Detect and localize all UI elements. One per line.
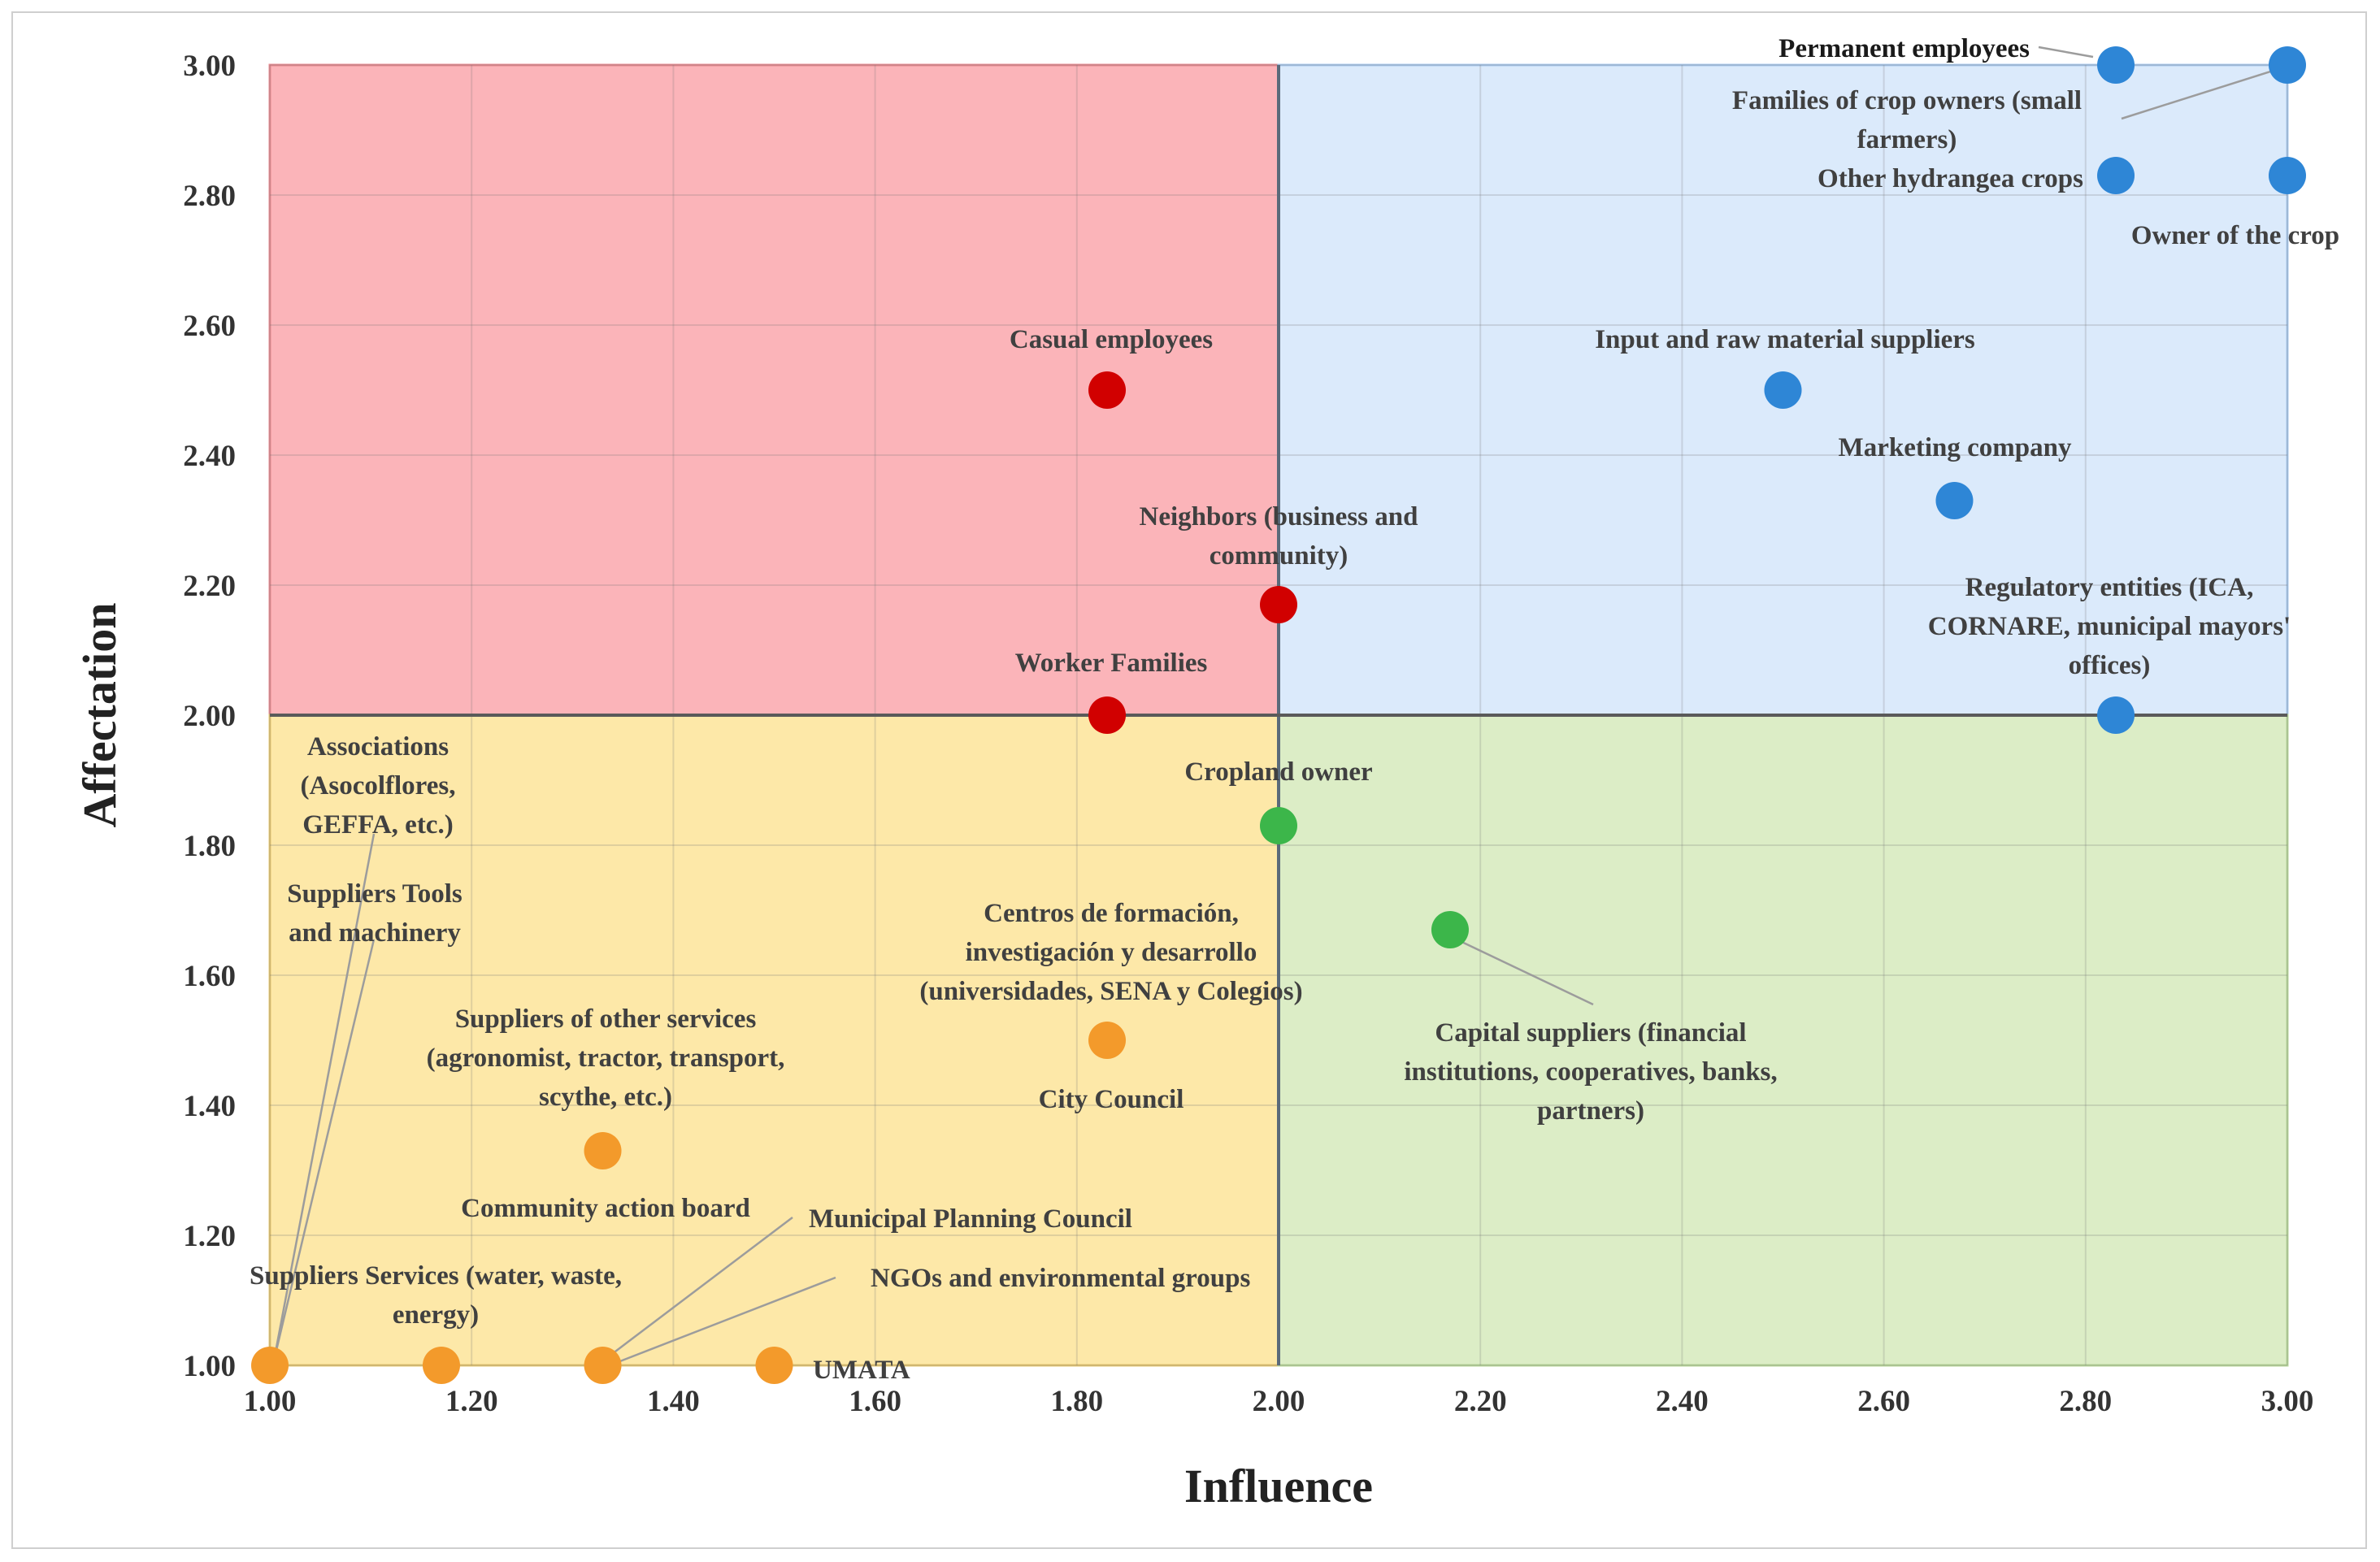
leader-line — [605, 1217, 793, 1360]
point-marker-orange — [422, 1347, 460, 1384]
point-marker-orange — [584, 1132, 622, 1169]
point-marker-orange — [584, 1347, 622, 1384]
point-label: Suppliers of other services (agronomist, … — [427, 1004, 785, 1112]
point-label: Families of crop owners (small farmers) — [1732, 86, 2082, 154]
point-marker-red — [1260, 586, 1297, 623]
point-label: Input and raw material suppliers — [1595, 325, 1975, 354]
point-label: Associations (Asocolflores, GEFFA, etc.) — [301, 732, 456, 840]
point-label: Capital suppliers (financial institutions… — [1404, 1018, 1777, 1126]
leader-line — [2038, 46, 2094, 59]
quadrant-top-left — [268, 63, 1280, 717]
point-marker-blue — [1764, 371, 1802, 409]
point-marker-orange — [755, 1347, 793, 1384]
point-marker-blue — [2097, 696, 2135, 734]
point-label: Neighbors (business and community) — [1140, 502, 1418, 571]
y-tick-label: 1.20 — [183, 1220, 236, 1253]
x-tick-label: 1.20 — [445, 1385, 498, 1418]
y-tick-label: 2.20 — [183, 570, 236, 603]
x-tick-label: 1.60 — [849, 1385, 901, 1418]
point-label: Suppliers Services (water, waste, energy) — [250, 1261, 622, 1330]
point-label: NGOs and environmental groups — [871, 1264, 1250, 1293]
y-tick-label: 2.80 — [183, 180, 236, 213]
x-tick-label: 3.00 — [2261, 1385, 2314, 1418]
leader-line — [272, 833, 376, 1361]
y-tick-label: 2.00 — [183, 700, 236, 733]
point-marker-blue — [1935, 482, 1974, 519]
point-label: Marketing company — [1839, 433, 2072, 462]
point-label: Permanent employees — [1778, 34, 2030, 63]
y-axis-title: Affectation — [73, 602, 126, 827]
point-marker-red — [1088, 696, 1127, 734]
y-tick-label: 1.40 — [183, 1090, 236, 1123]
y-tick-label: 3.00 — [183, 50, 236, 83]
quadrant-bottom-right — [1277, 714, 2289, 1367]
point-label: Cropland owner — [1184, 757, 1372, 787]
y-tick-label: 2.60 — [183, 310, 236, 343]
y-tick-label: 2.40 — [183, 440, 236, 473]
point-label: Worker Families — [1015, 649, 1208, 678]
x-tick-label: 1.40 — [647, 1385, 700, 1418]
point-label: Casual employees — [1010, 325, 1213, 354]
point-marker-blue — [2269, 46, 2306, 84]
point-marker-orange — [251, 1347, 289, 1384]
y-tick-label: 1.80 — [183, 830, 236, 863]
point-marker-orange — [1088, 1022, 1127, 1059]
x-tick-label: 2.40 — [1656, 1385, 1709, 1418]
x-tick-label: 2.60 — [1857, 1385, 1910, 1418]
point-label: Other hydrangea crops — [1818, 164, 2083, 193]
point-marker-green — [1431, 911, 1469, 948]
point-label: Centros de formación, investigación y des… — [919, 899, 1302, 1006]
x-tick-label: 2.20 — [1454, 1385, 1507, 1418]
leader-line — [272, 939, 376, 1361]
point-label: Owner of the crop — [2131, 221, 2339, 250]
point-marker-blue — [2097, 157, 2135, 194]
point-label: City Council — [1039, 1085, 1184, 1114]
point-label: Community action board — [461, 1194, 750, 1223]
x-axis-title: Influence — [1184, 1460, 1373, 1512]
point-label: UMATA — [813, 1356, 910, 1385]
point-marker-green — [1260, 807, 1297, 844]
point-marker-blue — [2269, 157, 2306, 194]
leader-line — [1454, 937, 1594, 1006]
point-marker-red — [1088, 371, 1127, 409]
y-tick-label: 1.60 — [183, 960, 236, 993]
y-tick-label: 1.00 — [183, 1350, 236, 1383]
leader-line — [613, 1276, 836, 1365]
leader-line — [2121, 65, 2287, 120]
x-tick-label: 1.00 — [244, 1385, 297, 1418]
point-marker-blue — [2097, 46, 2135, 84]
point-label: Suppliers Tools and machinery — [287, 879, 463, 948]
x-tick-label: 2.80 — [2059, 1385, 2112, 1418]
point-label: Municipal Planning Council — [809, 1204, 1132, 1234]
x-tick-label: 2.00 — [1253, 1385, 1305, 1418]
point-label: Regulatory entities (ICA, CORNARE, munici… — [1928, 573, 2291, 680]
x-tick-label: 1.80 — [1050, 1385, 1103, 1418]
